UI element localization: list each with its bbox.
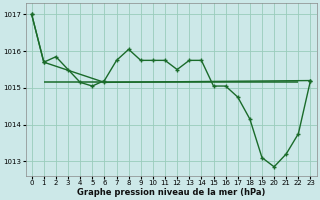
X-axis label: Graphe pression niveau de la mer (hPa): Graphe pression niveau de la mer (hPa): [77, 188, 265, 197]
